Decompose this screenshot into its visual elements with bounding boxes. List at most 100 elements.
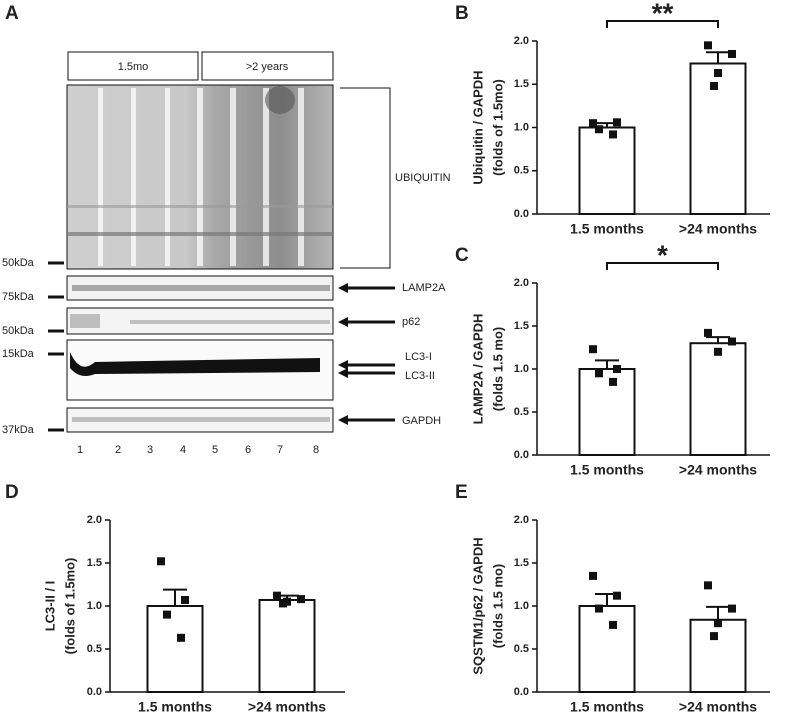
y-tick-label: 0.0 xyxy=(514,449,529,461)
lane-number: 3 xyxy=(147,444,153,456)
y-tick-label: 1.0 xyxy=(514,121,529,133)
y-tick-label: 1.0 xyxy=(87,600,102,612)
y-axis-label: (folds 1.5 mo) xyxy=(490,327,505,412)
lane-number: 7 xyxy=(277,444,283,456)
band xyxy=(70,314,100,328)
lane-number: 1 xyxy=(77,444,83,456)
data-point xyxy=(704,328,712,337)
y-tick-label: 1.5 xyxy=(514,320,529,332)
data-point xyxy=(714,347,722,356)
significance-label: ** xyxy=(652,0,674,28)
bar xyxy=(578,605,636,693)
data-point xyxy=(613,118,621,127)
y-tick-label: 1.0 xyxy=(514,363,529,375)
x-tick-label: >24 months xyxy=(248,699,326,715)
data-point xyxy=(273,591,281,600)
band xyxy=(72,417,330,422)
x-tick-label: 1.5 months xyxy=(138,699,212,715)
significance-label: * xyxy=(657,239,668,270)
data-point xyxy=(704,41,712,50)
lane-number: 2 xyxy=(115,444,121,456)
band xyxy=(130,320,330,324)
band xyxy=(70,352,320,376)
significance-bracket xyxy=(606,262,719,270)
marker-label: 15kDa xyxy=(2,348,35,360)
data-point xyxy=(613,591,621,600)
data-point xyxy=(595,369,603,378)
data-point xyxy=(714,619,722,628)
band-label: p62 xyxy=(402,316,420,328)
group-box xyxy=(67,51,199,81)
band-label: UBIQUITIN xyxy=(395,172,451,184)
y-axis-label: LC3-II / I xyxy=(42,581,57,632)
y-tick-label: 0.0 xyxy=(514,208,529,220)
y-axis-label: (folds of 1.5mo) xyxy=(62,558,77,655)
y-axis-label: Ubiquitin / GAPDH xyxy=(470,70,485,184)
y-tick-label: 0.5 xyxy=(514,643,529,655)
marker-label: 50kDa xyxy=(2,257,35,269)
data-point xyxy=(177,633,185,642)
band-label: LC3-I xyxy=(405,351,432,363)
y-tick-label: 2.0 xyxy=(514,514,529,526)
y-tick-label: 0.0 xyxy=(87,686,102,698)
data-point xyxy=(710,81,718,90)
lane-gaps xyxy=(98,88,304,266)
data-point xyxy=(609,377,617,386)
data-point xyxy=(595,125,603,134)
y-tick-label: 1.0 xyxy=(514,600,529,612)
y-tick-label: 2.0 xyxy=(514,277,529,289)
significance-bracket xyxy=(606,20,719,28)
x-tick-label: >24 months xyxy=(679,699,757,715)
data-point xyxy=(728,604,736,613)
group-box xyxy=(201,51,334,81)
data-point xyxy=(589,571,597,580)
data-point xyxy=(589,119,597,128)
group-label: 1.5mo xyxy=(118,61,149,73)
lane-number: 4 xyxy=(180,444,186,456)
panel-letter: C xyxy=(455,245,469,266)
data-point xyxy=(595,604,603,613)
bar xyxy=(146,605,204,693)
data-point xyxy=(297,595,305,604)
marker-label: 50kDa xyxy=(2,325,35,337)
arrow-heads xyxy=(338,283,348,425)
band-label: GAPDH xyxy=(402,415,441,427)
y-tick-label: 0.0 xyxy=(514,686,529,698)
bar-chart: E SQSTM1/p62 / GAPDH (folds 1.5 mo) 0.0 0.5 1… xyxy=(455,482,770,715)
y-tick-label: 1.5 xyxy=(87,557,102,569)
arrows xyxy=(345,286,395,422)
data-point xyxy=(714,69,722,78)
data-point xyxy=(279,599,287,608)
bar xyxy=(689,618,747,694)
y-axis-label: (folds of 1.5mo) xyxy=(490,79,505,176)
band-label: LC3-II xyxy=(405,370,435,382)
data-point xyxy=(163,610,171,619)
y-tick-label: 0.5 xyxy=(514,406,529,418)
x-tick-label: >24 months xyxy=(679,462,757,478)
blot-panel: A 1.5mo >2 years UBIQUITIN xyxy=(2,3,451,456)
band xyxy=(72,285,330,291)
data-point xyxy=(728,49,736,58)
panel-letter: D xyxy=(5,482,19,503)
marker-label: 75kDa xyxy=(2,291,35,303)
data-point xyxy=(157,557,165,566)
data-point xyxy=(609,620,617,629)
y-axis-label: SQSTM1/p62 / GAPDH xyxy=(470,537,485,674)
panel-letter: E xyxy=(455,482,468,503)
bar xyxy=(578,126,636,215)
lane-number: 6 xyxy=(245,444,251,456)
lane-numbers: 1 2 3 4 5 6 7 8 xyxy=(77,444,319,456)
data-point xyxy=(704,581,712,590)
group-label: >2 years xyxy=(246,61,289,73)
bar xyxy=(578,368,636,456)
lane-number: 8 xyxy=(313,444,319,456)
y-tick-label: 2.0 xyxy=(87,514,102,526)
y-axis-label: (folds 1.5 mo) xyxy=(490,564,505,649)
data-point xyxy=(181,595,189,604)
band-label: LAMP2A xyxy=(402,282,446,294)
y-tick-label: 1.5 xyxy=(514,78,529,90)
x-tick-label: >24 months xyxy=(679,221,757,237)
y-tick-label: 1.5 xyxy=(514,557,529,569)
bar xyxy=(258,598,316,693)
panel-letter: A xyxy=(5,3,19,24)
